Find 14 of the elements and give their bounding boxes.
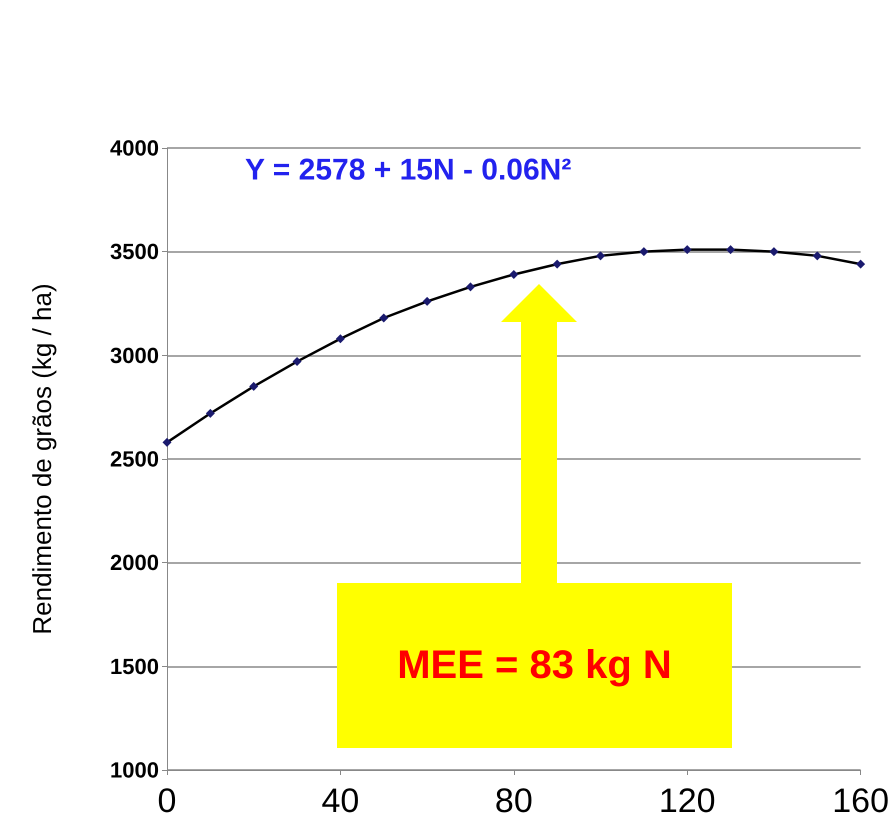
y-tick-label: 2000 xyxy=(110,550,159,576)
y-axis-title: Rendimento de grãos (kg / ha) xyxy=(27,283,57,635)
annotation: Y = 2578 + 15N - 0.06N² xyxy=(245,154,572,186)
y-tick-label: 1500 xyxy=(110,654,159,679)
x-tick-label: 80 xyxy=(494,782,533,820)
x-tick-label: 40 xyxy=(321,782,360,820)
y-tick-label: 1000 xyxy=(110,758,159,782)
y-tick-label: 2500 xyxy=(110,446,159,472)
y-tick-label: 4000 xyxy=(110,136,159,160)
x-tick-label: 120 xyxy=(658,782,716,820)
y-tick-label: 3000 xyxy=(110,342,159,368)
y-tick-label: 3500 xyxy=(110,239,159,264)
x-tick-label: 0 xyxy=(158,782,176,820)
x-tick-label: 160 xyxy=(832,782,890,820)
